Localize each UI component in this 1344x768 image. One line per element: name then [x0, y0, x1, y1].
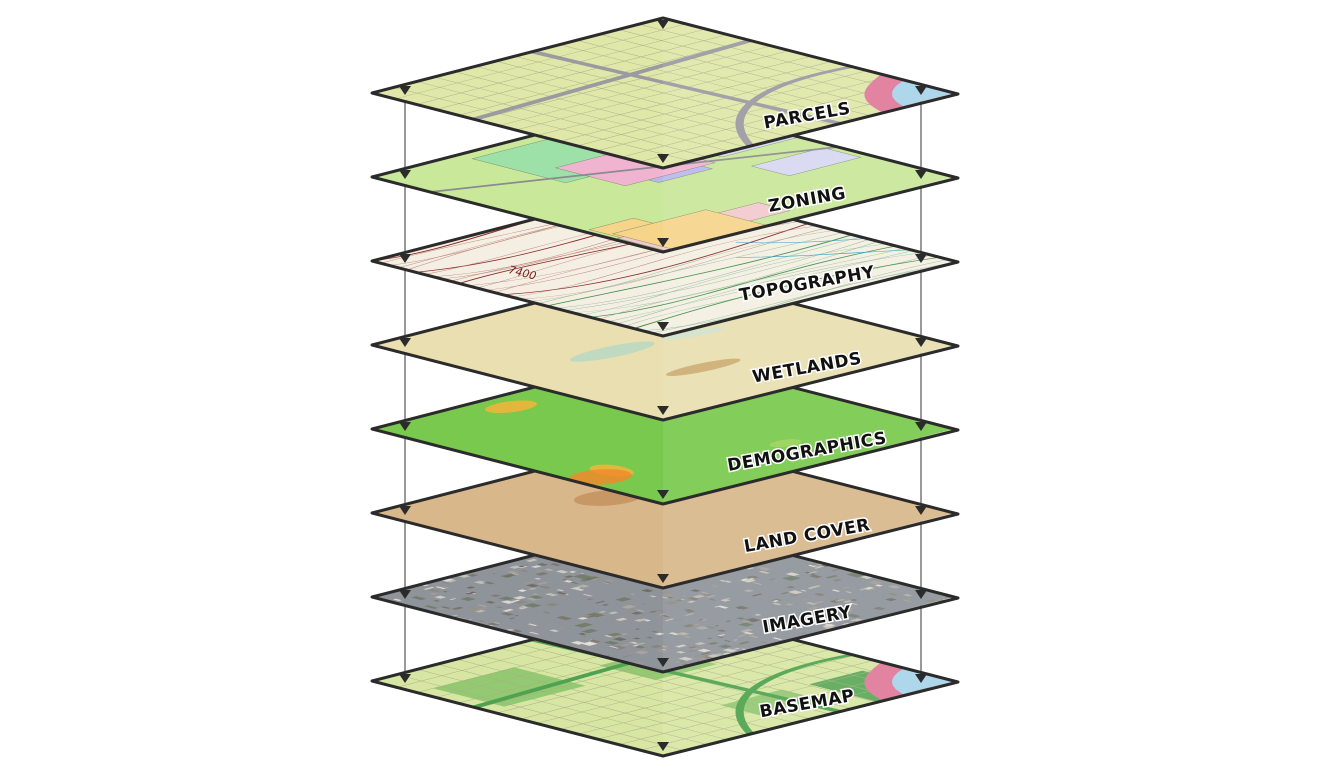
- layer-parcels: PARCELS: [370, 16, 960, 170]
- arrow-down-icon: [657, 154, 669, 163]
- arrow-down-icon: [657, 322, 669, 331]
- arrow-down-icon: [915, 506, 927, 515]
- arrow-down-icon: [915, 674, 927, 683]
- arrow-down-icon: [915, 254, 927, 263]
- arrow-down-icon: [657, 20, 669, 29]
- arrow-down-icon: [399, 254, 411, 263]
- layer-parcels-map: [372, 18, 958, 168]
- arrow-down-icon: [915, 170, 927, 179]
- arrow-down-icon: [657, 490, 669, 499]
- arrow-down-icon: [399, 506, 411, 515]
- arrow-down-icon: [399, 674, 411, 683]
- arrow-down-icon: [657, 574, 669, 583]
- arrow-down-icon: [399, 86, 411, 95]
- arrow-down-icon: [915, 590, 927, 599]
- arrow-down-icon: [399, 422, 411, 431]
- arrow-down-icon: [915, 422, 927, 431]
- layer-topography: 7400 TOPOGRAPHY: [370, 184, 960, 338]
- arrow-down-icon: [915, 338, 927, 347]
- arrow-down-icon: [657, 658, 669, 667]
- arrow-down-icon: [399, 338, 411, 347]
- arrow-down-icon: [657, 742, 669, 751]
- layer-demographics: DEMOGRAPHICS: [370, 352, 960, 506]
- arrow-down-icon: [399, 170, 411, 179]
- arrow-down-icon: [657, 238, 669, 247]
- layer-wetlands: WETLANDS: [370, 268, 960, 422]
- layer-parcels-border: [370, 16, 960, 170]
- arrow-down-icon: [399, 590, 411, 599]
- arrow-down-icon: [915, 86, 927, 95]
- arrow-down-icon: [657, 406, 669, 415]
